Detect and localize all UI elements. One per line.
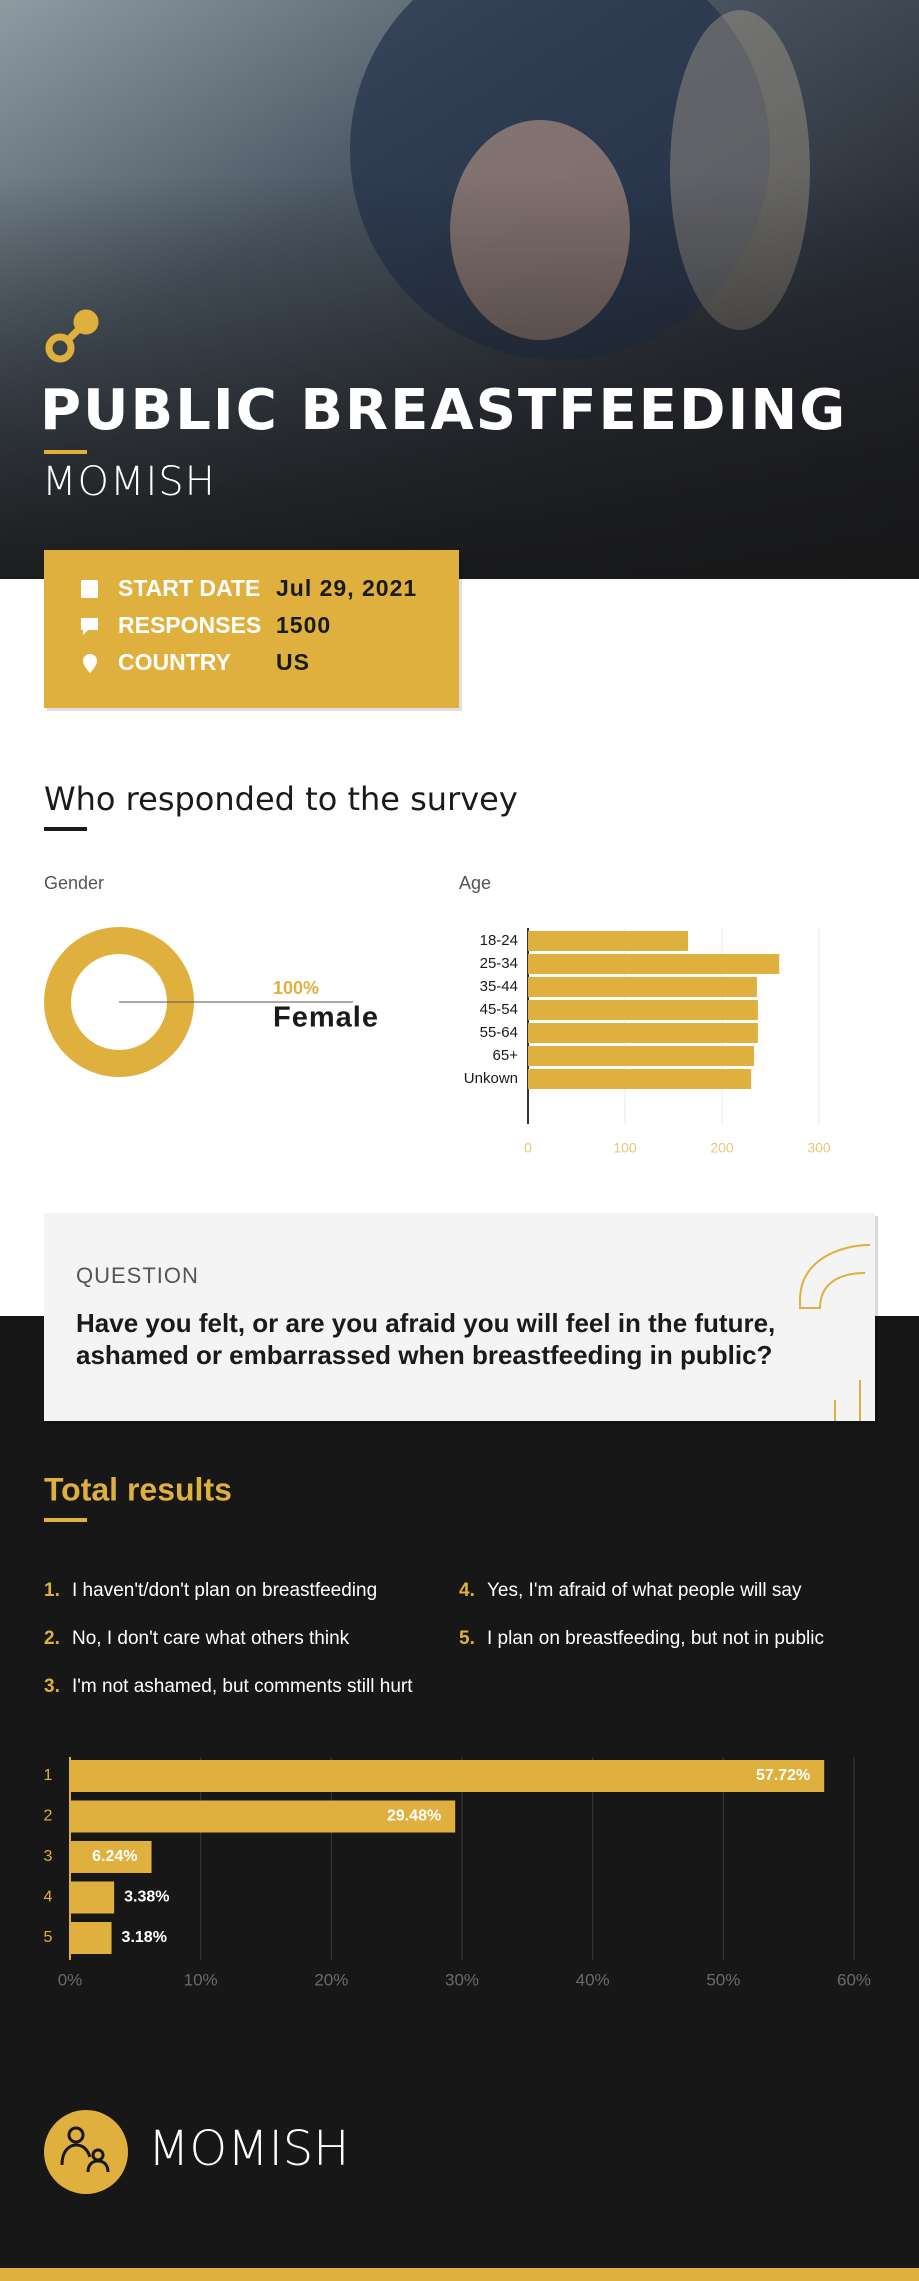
brand: MOMISH	[42, 459, 216, 505]
info-box	[44, 550, 459, 708]
y-tick-label: 3	[44, 1848, 53, 1865]
legend-number: 4.	[459, 1580, 475, 1601]
y-tick-label: 55-64	[480, 1024, 518, 1041]
results-underline	[44, 1518, 87, 1522]
title-underline	[44, 450, 87, 454]
info-icons	[81, 580, 98, 673]
x-tick-label: 60%	[837, 1970, 871, 1989]
hero-title: PUBLIC BREASTFEEDING	[40, 378, 847, 443]
bar	[528, 931, 689, 951]
y-tick-label: 25-34	[480, 955, 518, 972]
section-title: Who responded to the survey	[44, 780, 518, 818]
y-tick-label: 2	[44, 1808, 53, 1825]
y-tick-label: 45-54	[480, 1001, 518, 1018]
legend-number: 5.	[459, 1628, 475, 1649]
footer-logo-figures	[60, 2126, 110, 2173]
value-label: 3.18%	[122, 1929, 167, 1946]
value-label: 57.72%	[756, 1767, 810, 1784]
bar	[528, 1023, 758, 1043]
legend-number: 1.	[44, 1580, 60, 1601]
donut-value-label: 100%	[273, 978, 319, 998]
y-tick-label: 18-24	[480, 932, 518, 949]
footer-strip	[0, 2268, 919, 2281]
bar	[528, 977, 757, 997]
info-value: Jul 29, 2021	[276, 575, 417, 601]
x-tick-label: 300	[807, 1140, 831, 1156]
y-tick-label: 65+	[493, 1047, 519, 1064]
bar	[70, 1841, 152, 1873]
bar	[70, 1881, 115, 1914]
x-tick-label: 30%	[445, 1970, 479, 1989]
y-tick-label: 1	[44, 1767, 53, 1784]
x-tick-label: 100	[613, 1140, 637, 1156]
value-label: 3.38%	[124, 1889, 169, 1906]
x-tick-label: 10%	[184, 1970, 218, 1989]
value-label: 6.24%	[92, 1848, 137, 1865]
x-tick-label: 50%	[706, 1970, 740, 1989]
bar	[70, 1760, 825, 1792]
pacifier-icon	[45, 309, 99, 363]
x-tick-label: 0	[524, 1140, 532, 1156]
x-tick-label: 40%	[576, 1970, 610, 1989]
bar	[70, 1922, 112, 1954]
question-line: ashamed or embarrassed when breastfeedin…	[76, 1340, 772, 1370]
legend-text: I plan on breastfeeding, but not in publ…	[487, 1628, 824, 1649]
question-mark-decoration	[799, 1244, 871, 1421]
bar	[528, 1000, 758, 1020]
info-label: RESPONSES	[118, 612, 261, 638]
question-card	[44, 1213, 875, 1421]
footer-brand: MOMISH	[148, 2121, 349, 2177]
legend-number: 3.	[44, 1676, 60, 1697]
legend-text: Yes, I'm afraid of what people will say	[487, 1580, 802, 1601]
question-line: Have you felt, or are you afraid you wil…	[76, 1308, 775, 1338]
bar	[70, 1800, 456, 1833]
x-tick-label: 20%	[314, 1970, 348, 1989]
y-tick-label: Unkown	[464, 1070, 518, 1087]
bar	[528, 954, 780, 974]
info-value: US	[276, 649, 310, 675]
info-label: COUNTRY	[118, 649, 231, 675]
section-underline	[44, 827, 87, 831]
donut-category-label: Female	[273, 1002, 379, 1034]
y-tick-label: 35-44	[480, 978, 518, 995]
hero-overlay	[0, 0, 919, 579]
x-tick-label: 0%	[58, 1970, 83, 1989]
legend-text: I haven't/don't plan on breastfeeding	[72, 1580, 377, 1601]
legend-text: No, I don't care what others think	[72, 1628, 350, 1649]
info-label: START DATE	[118, 575, 260, 601]
bar	[528, 1069, 752, 1089]
legend-text: I'm not ashamed, but comments still hurt	[72, 1676, 413, 1697]
y-tick-label: 4	[44, 1889, 53, 1906]
legend-number: 2.	[44, 1628, 60, 1649]
bar	[528, 1046, 755, 1066]
info-value: 1500	[276, 612, 331, 638]
results-section	[0, 1316, 919, 2281]
results-title: Total results	[44, 1471, 232, 1507]
value-label: 29.48%	[387, 1808, 441, 1825]
chart-title: Gender	[44, 873, 104, 893]
question-label: QUESTION	[76, 1263, 199, 1288]
chart-title: Age	[459, 873, 491, 893]
y-tick-label: 5	[44, 1929, 53, 1946]
x-tick-label: 200	[710, 1140, 734, 1156]
